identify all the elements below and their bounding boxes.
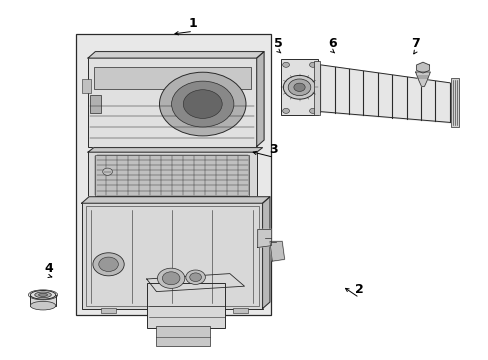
- Circle shape: [102, 168, 112, 175]
- Circle shape: [283, 75, 315, 99]
- Text: 2: 2: [354, 283, 363, 296]
- Text: 6: 6: [327, 37, 336, 50]
- Circle shape: [99, 257, 118, 271]
- Circle shape: [309, 62, 316, 67]
- Circle shape: [171, 81, 233, 127]
- Ellipse shape: [30, 301, 56, 310]
- Circle shape: [157, 268, 184, 288]
- Circle shape: [183, 90, 222, 118]
- Circle shape: [282, 62, 289, 67]
- Polygon shape: [88, 148, 262, 152]
- Bar: [76, 34, 271, 315]
- Circle shape: [282, 108, 289, 113]
- Circle shape: [93, 253, 124, 276]
- Bar: [88, 58, 256, 147]
- Circle shape: [293, 83, 305, 91]
- Text: 5: 5: [274, 37, 283, 50]
- Polygon shape: [81, 197, 269, 203]
- Bar: [88, 152, 256, 198]
- Polygon shape: [416, 62, 428, 73]
- Polygon shape: [146, 274, 244, 292]
- Ellipse shape: [35, 292, 51, 298]
- Polygon shape: [256, 51, 264, 147]
- Circle shape: [287, 79, 310, 96]
- Bar: [313, 61, 320, 115]
- Bar: [94, 67, 250, 89]
- Bar: [101, 308, 116, 313]
- Bar: [95, 155, 249, 195]
- Circle shape: [185, 270, 205, 284]
- Bar: [281, 59, 317, 115]
- Bar: [450, 78, 458, 127]
- Bar: [82, 79, 91, 94]
- Bar: [85, 206, 258, 306]
- Ellipse shape: [30, 291, 56, 299]
- Polygon shape: [269, 241, 284, 261]
- Bar: [146, 283, 224, 328]
- Text: 7: 7: [410, 37, 419, 50]
- Polygon shape: [88, 51, 264, 58]
- Polygon shape: [262, 197, 269, 309]
- Ellipse shape: [39, 293, 47, 296]
- Polygon shape: [415, 72, 429, 86]
- Bar: [81, 203, 262, 309]
- Circle shape: [189, 273, 201, 282]
- Text: 1: 1: [188, 17, 197, 30]
- Bar: [156, 326, 210, 346]
- Bar: [90, 95, 101, 113]
- Circle shape: [162, 272, 180, 285]
- Polygon shape: [257, 229, 271, 247]
- Text: 4: 4: [44, 262, 53, 275]
- Circle shape: [309, 108, 316, 113]
- Text: 3: 3: [269, 143, 278, 156]
- Circle shape: [159, 72, 245, 136]
- Bar: [233, 308, 247, 313]
- Bar: [30, 295, 56, 306]
